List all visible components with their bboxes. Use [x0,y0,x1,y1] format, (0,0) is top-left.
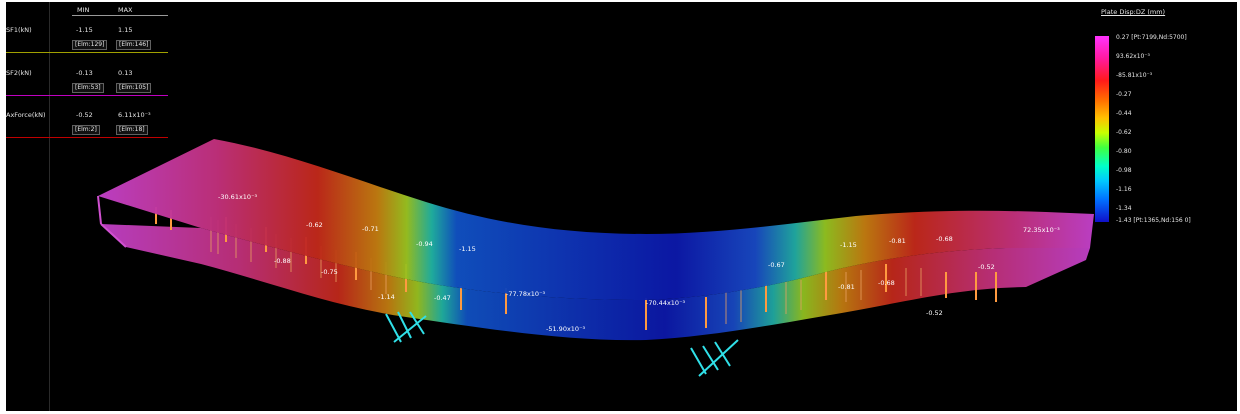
row-max-elem: [Elm:146] [116,40,152,50]
legend-value: -85.81x10⁻³ [1116,72,1153,79]
value-label: -30.61x10⁻³ [218,193,258,201]
row-min-elem: [Elm:2] [72,125,100,135]
hatching [210,217,922,324]
value-label: -0.75 [321,268,338,276]
legend-bottom-value: -1.43 [Pt:1365,Nd:156 0] [1116,217,1191,224]
row-min: -1.15 [76,26,93,34]
row-underline [6,52,168,53]
value-label: -0.67 [768,261,785,269]
value-label: -0.68 [878,279,895,287]
row-max-elem: [Elm:18] [116,125,148,135]
value-label: -0.88 [274,257,291,265]
row-max: 0.13 [118,69,133,77]
value-label: -51.90x10⁻³ [546,325,586,333]
legend-value: -0.44 [1116,110,1132,117]
row-max-elem: [Elm:105] [116,83,152,93]
row-min: -0.13 [76,69,93,77]
value-label: -0.81 [889,237,906,245]
value-label: -0.71 [362,225,379,233]
value-label: -0.52 [926,309,943,317]
value-label: -1.14 [378,293,395,301]
row-min-elem: [Elm:53] [72,83,104,93]
row-underline [6,95,168,96]
value-label: -70.44x10⁻³ [646,299,686,307]
value-label: -0.47 [434,294,451,302]
legend-color-bar [1095,36,1109,222]
legend-value: -0.98 [1116,167,1132,174]
row-underline [6,137,168,138]
legend-value: 93.62x10⁻³ [1116,53,1150,60]
value-label: -1.15 [840,241,857,249]
value-label: -77.78x10⁻³ [506,290,546,298]
row-max: 1.15 [118,26,133,34]
legend-value: -0.80 [1116,148,1132,155]
legend-value: -1.16 [1116,186,1132,193]
row-min-elem: [Elm:129] [72,40,108,50]
legend-value: -0.62 [1116,129,1132,136]
panel-divider [49,2,50,411]
model-viewport[interactable]: MIN MAX SF1(kN) -1.15 1.15 [Elm:129] [El… [6,2,1237,411]
bridge-model-svg[interactable] [6,2,1237,411]
row-max: 6.11x10⁻³ [118,111,151,119]
legend-value: -0.27 [1116,91,1132,98]
value-label: -0.52 [978,263,995,271]
upper-deck [98,139,1094,300]
row-name: SF1(kN) [6,26,32,34]
legend-title: Plate Disp:DZ (mm) [1101,8,1166,16]
lower-deck [101,224,1090,341]
row-min: -0.52 [76,111,93,119]
row-name: SF2(kN) [6,69,32,77]
pier-left [385,311,427,343]
value-label: -1.15 [459,245,476,253]
legend-top-value: 0.27 [Pt:7199,Nd:5700] [1116,34,1187,41]
value-label: -0.94 [416,240,433,248]
value-label: -0.81 [838,283,855,291]
value-label: -0.68 [936,235,953,243]
row-name: AxForce(kN) [6,111,46,119]
value-label: -0.62 [306,221,323,229]
col-min-header: MIN [77,6,90,14]
col-max-header: MAX [118,6,133,14]
legend-value: -1.34 [1116,205,1132,212]
pier-right [690,339,739,377]
value-label: 72.35x10⁻³ [1023,226,1060,234]
